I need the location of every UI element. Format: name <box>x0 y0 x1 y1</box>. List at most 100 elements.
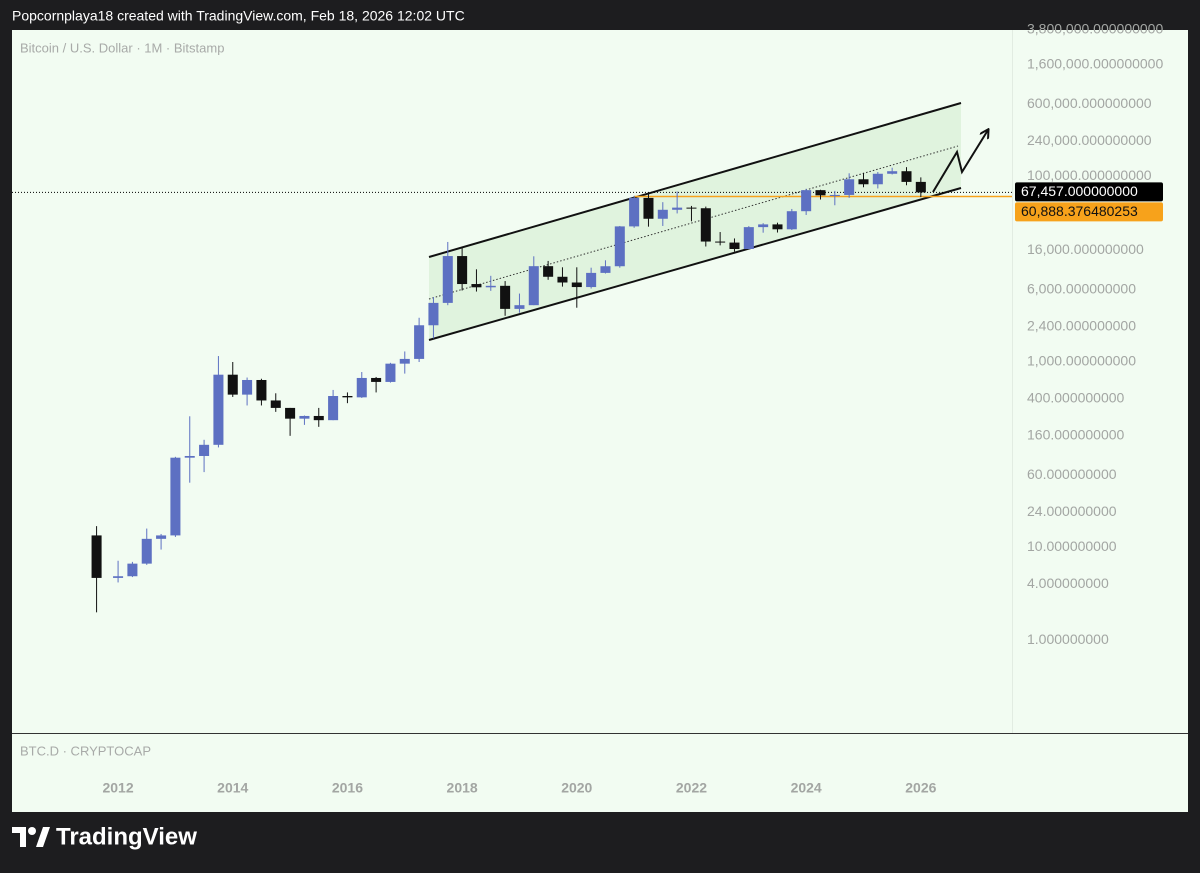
candle-body <box>872 173 883 185</box>
candle-body <box>514 305 525 309</box>
candle-body <box>858 179 869 185</box>
y-tick-label: 400.000000000 <box>1027 390 1125 406</box>
candle-body <box>170 457 181 536</box>
candle-body <box>313 415 324 421</box>
price-label: 60,888.376480253 <box>1021 203 1138 219</box>
candle-body <box>227 374 238 395</box>
channel-lower <box>428 187 962 341</box>
candle-body <box>184 455 195 458</box>
candle-body <box>686 207 697 209</box>
chart-title: Bitcoin / U.S. Dollar · 1M · Bitstamp <box>20 40 224 55</box>
x-tick-label: 2012 <box>102 780 133 796</box>
candle-body <box>500 285 511 309</box>
projection-arrow <box>932 130 988 193</box>
candle-body <box>600 266 611 273</box>
candle-body <box>672 207 683 210</box>
candle-body <box>772 224 783 230</box>
x-tick-label: 2018 <box>447 780 478 796</box>
candle-body <box>901 171 912 182</box>
x-tick-label: 2016 <box>332 780 363 796</box>
y-tick-label: 3,800,000.000000000 <box>1027 21 1163 37</box>
candle-body <box>156 535 167 539</box>
candle-body <box>543 266 554 277</box>
candle-body <box>844 179 855 195</box>
axes: 3,800,000.000000000 1,600,000.000000000 60… <box>102 21 1163 796</box>
candle-body <box>758 224 769 228</box>
channel-mid <box>428 145 959 300</box>
candle-body <box>127 563 138 577</box>
candle-body <box>399 358 410 364</box>
candle-body <box>629 197 640 227</box>
candle-body <box>586 272 597 288</box>
brand-name: TradingView <box>56 823 197 850</box>
candle-body <box>285 407 296 419</box>
indicator-label: BTC.D · CRYPTOCAP <box>20 743 151 758</box>
candle-body <box>700 208 711 242</box>
candle-body <box>385 363 396 382</box>
price-label: 67,457.000000000 <box>1021 183 1138 199</box>
candle-body <box>801 190 812 212</box>
y-tick-label: 24.000000000 <box>1027 503 1117 519</box>
candle-body <box>270 400 281 408</box>
x-tick-label: 2024 <box>791 780 822 796</box>
candle-body <box>299 415 310 419</box>
candle-body <box>557 276 568 283</box>
candle-body <box>528 266 539 306</box>
x-tick-label: 2020 <box>561 780 592 796</box>
candle-body <box>342 396 353 398</box>
x-tick-label: 2022 <box>676 780 707 796</box>
candle-body <box>485 285 496 288</box>
y-tick-label: 16,000.000000000 <box>1027 241 1144 257</box>
candle-body <box>113 576 124 578</box>
y-tick-label: 600,000.000000000 <box>1027 95 1152 111</box>
x-tick-label: 2026 <box>905 780 936 796</box>
y-tick-label: 6,000.000000000 <box>1027 281 1136 297</box>
candle-body <box>328 396 339 421</box>
candle-body <box>915 181 926 193</box>
y-tick-label: 4.000000000 <box>1027 575 1109 591</box>
candle-body <box>715 241 726 243</box>
candle-body <box>414 325 425 359</box>
candle-body <box>786 211 797 230</box>
y-tick-label: 160.000000000 <box>1027 427 1125 443</box>
candle-body <box>743 227 754 249</box>
candle-body <box>91 535 102 578</box>
candle-body <box>199 444 210 456</box>
x-tick-label: 2014 <box>217 780 248 796</box>
candle-body <box>442 256 453 303</box>
candle-body <box>643 197 654 219</box>
candle-body <box>815 190 826 196</box>
brand-logo <box>12 827 50 847</box>
y-tick-label: 240,000.000000000 <box>1027 132 1152 148</box>
chart-panel <box>12 30 1188 812</box>
candle-body <box>829 194 840 196</box>
candle-body <box>471 284 482 288</box>
candle-body <box>657 209 668 219</box>
y-tick-label: 100,000.000000000 <box>1027 167 1152 183</box>
candle-body <box>887 171 898 174</box>
candle-body <box>213 374 224 445</box>
y-tick-label: 1.000000000 <box>1027 631 1109 647</box>
y-tick-label: 1,600,000.000000000 <box>1027 56 1163 72</box>
candle-body <box>457 256 468 285</box>
candle-body <box>371 377 382 382</box>
candle-body <box>242 379 253 395</box>
candle-body <box>256 379 267 401</box>
plot-area <box>12 167 1012 613</box>
candle-body <box>571 282 582 288</box>
price-label-box <box>1015 182 1163 202</box>
price-label-box <box>1015 202 1163 222</box>
y-tick-label: 60.000000000 <box>1027 466 1117 482</box>
y-tick-label: 2,400.000000000 <box>1027 317 1136 333</box>
y-tick-label: 10.000000000 <box>1027 538 1117 554</box>
y-tick-label: 1,000.000000000 <box>1027 353 1136 369</box>
candle-body <box>614 226 625 267</box>
channel-upper <box>428 102 962 258</box>
candle-body <box>428 302 439 326</box>
credit: Popcornplaya18 created with TradingView.… <box>12 8 465 24</box>
candle-body <box>356 377 367 398</box>
candle-body <box>729 242 740 249</box>
candle-body <box>141 538 152 564</box>
